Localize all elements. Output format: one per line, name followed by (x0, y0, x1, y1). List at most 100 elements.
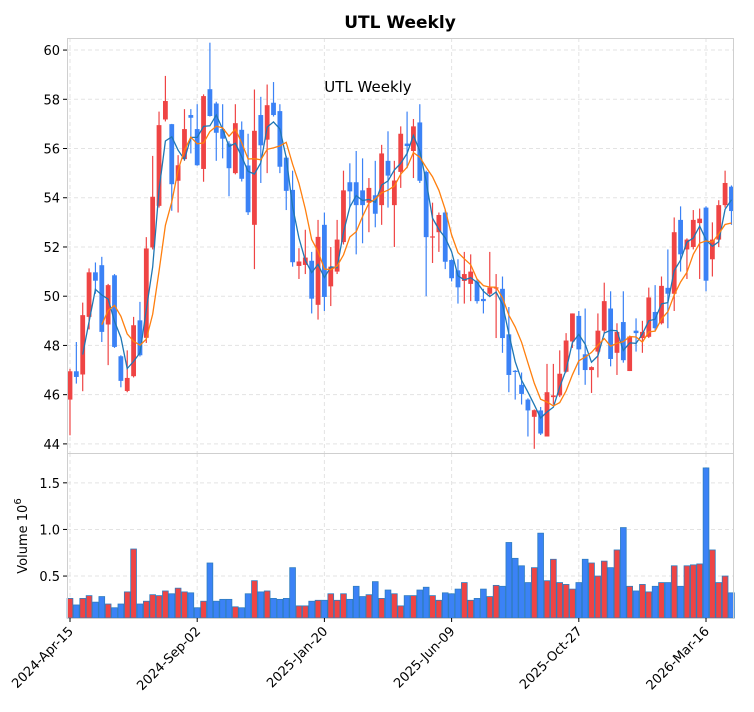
volume-bar (263, 590, 271, 619)
volume-bar (346, 598, 354, 619)
volume-bar (92, 601, 99, 619)
volume-bar (626, 585, 633, 619)
price-tick-label: 56 (43, 143, 60, 158)
candle-body (436, 214, 442, 233)
candle-body (385, 160, 391, 176)
moving-averages (82, 113, 733, 420)
candle-body (411, 126, 416, 151)
candle-down (620, 291, 626, 363)
candle-up (366, 178, 372, 233)
price-tick-label: 50 (43, 290, 60, 305)
volume-bar (73, 604, 80, 619)
volume-bar (365, 594, 373, 619)
candle-body (264, 105, 270, 140)
candle-body (207, 89, 213, 117)
candle-down (582, 308, 588, 385)
x-tick-label: 2025-Oct-27 (517, 624, 585, 692)
candle-down (347, 163, 353, 208)
candle-body (697, 218, 703, 224)
volume-bar (715, 582, 723, 619)
candle-up (690, 210, 696, 250)
candle-body (481, 298, 486, 302)
candle-up (391, 160, 397, 247)
candle-body (582, 354, 588, 371)
candle-up (671, 217, 677, 311)
candle-body (283, 157, 289, 191)
x-tick-label: 2026-Mar-16 (644, 624, 713, 693)
volume-bar (321, 599, 328, 619)
volume-bar (639, 584, 646, 619)
price-y-axis: 44 46 48 50 52 54 56 58 60 (43, 44, 67, 453)
candle-down (512, 370, 518, 400)
x-tick-label: 2024-Sep-02 (134, 624, 204, 694)
volume-bar (238, 607, 245, 619)
candle-body (309, 260, 315, 299)
candle-up (232, 104, 238, 175)
candle-body (449, 260, 455, 279)
candle-down (258, 96, 264, 183)
candle-up (722, 170, 728, 208)
candle-up (544, 363, 550, 437)
candle-body (150, 196, 156, 248)
candle-body (595, 330, 601, 352)
candle-body (182, 129, 187, 160)
candle-body (73, 371, 79, 377)
candle-down (93, 262, 98, 294)
x-tick-label: 2024-Apr-15 (9, 624, 76, 691)
candle-up (646, 287, 652, 339)
price-tick-label: 44 (43, 438, 60, 453)
candle-body (124, 377, 130, 391)
candle-up (589, 366, 594, 393)
volume-bar (372, 581, 379, 619)
volume-bar (98, 596, 106, 619)
candle-body (690, 219, 696, 247)
candle-down (73, 341, 79, 384)
volume-bar (721, 575, 729, 619)
candle-body (80, 315, 86, 375)
volume-panel-frame (67, 453, 734, 619)
candle-down (290, 170, 295, 267)
volume-bar (206, 562, 214, 619)
volume-bar (492, 584, 500, 619)
candle-body (487, 287, 493, 294)
volume-bar (473, 598, 481, 619)
candle-down (213, 101, 219, 161)
volume-bar (168, 593, 176, 619)
volume-bar (174, 587, 182, 619)
candle-body (506, 334, 512, 375)
candle-up (550, 363, 556, 405)
candle-down (417, 104, 423, 183)
volume-bar (397, 605, 405, 619)
candle-body (722, 182, 728, 206)
candle-body (379, 153, 385, 206)
candle-down (321, 212, 327, 311)
candle-down (277, 104, 283, 174)
candle-body (652, 311, 658, 329)
candle-down (207, 42, 213, 117)
volume-bar (435, 599, 443, 619)
volume-bar (658, 582, 665, 619)
x-axis: 2024-Apr-15 2024-Sep-02 2025-Jan-20 2025-Ju… (9, 618, 713, 694)
volume-bar (480, 588, 487, 619)
candle-body (321, 224, 327, 297)
candle-body (404, 143, 410, 147)
volume-bar (594, 575, 602, 619)
candle-down (99, 256, 105, 342)
candle-up (328, 246, 334, 307)
candle-down (449, 259, 455, 282)
candle-down (652, 285, 658, 331)
volume-bar (181, 591, 188, 619)
candle-body (353, 182, 359, 206)
candle-down (525, 398, 531, 437)
candle-down (118, 355, 124, 388)
candles (67, 42, 734, 449)
candle-down (481, 288, 486, 314)
volume-bar (543, 580, 551, 619)
candle-body (169, 124, 175, 185)
chart-title: UTL Weekly (344, 13, 456, 33)
candle-body (341, 190, 346, 243)
volume-y-axis: 0.5 1.0 1.5 (39, 477, 67, 585)
candle-body (271, 102, 276, 116)
candle-down (538, 406, 544, 436)
